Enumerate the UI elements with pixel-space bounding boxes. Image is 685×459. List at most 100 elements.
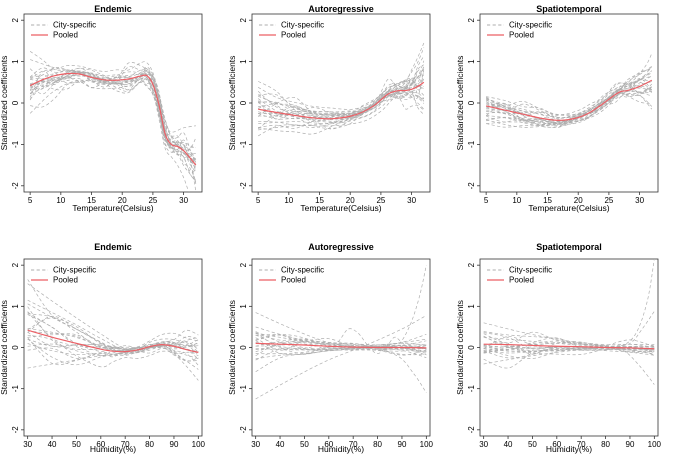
city-specific-line [27, 343, 199, 355]
x-tick-label: 25 [604, 196, 613, 205]
city-specific-line [258, 72, 425, 116]
legend-city-specific-label: City-specific [281, 266, 324, 275]
city-specific-line [27, 328, 199, 350]
city-specific-line [27, 332, 199, 350]
city-specific-line [483, 346, 655, 354]
city-specific-line [486, 86, 653, 124]
x-tick-label: 30 [179, 196, 188, 205]
y-tick-label: -1 [11, 385, 20, 393]
city-specific-line [483, 331, 655, 348]
x-tick-label: 100 [420, 440, 434, 449]
city-specific-line [483, 346, 655, 352]
panel-endemic-temperature: Endemic 5 10 15 20 25 30 -2 -1 0 1 2 Temperature(Cel… [0, 4, 203, 213]
city-specific-line [485, 75, 653, 124]
pooled-line [255, 342, 427, 349]
y-tick-label: 1 [239, 304, 248, 309]
y-axis-label: Standardized coefficients [0, 56, 9, 151]
x-tick-label: 15 [315, 196, 324, 205]
city-specific-line [486, 81, 652, 121]
y-tick-label: 1 [11, 304, 20, 309]
city-specific-line [255, 315, 427, 400]
y-tick-label: 0 [467, 345, 476, 350]
city-specific-line [257, 80, 425, 120]
city-specific-line [486, 69, 652, 128]
city-specific-line [30, 69, 196, 155]
y-tick-label: 1 [467, 304, 476, 309]
city-specific-line [483, 347, 655, 356]
city-specific-line [29, 51, 197, 150]
city-specific-line [255, 331, 427, 352]
panel-spatiotemporal-temperature: Spatiotemporal 5 10 15 20 25 30 -2 -1 0 1 2 Temperat… [456, 4, 659, 213]
city-specific-line [257, 82, 425, 116]
city-specific-line [30, 70, 197, 165]
x-tick-label: 40 [276, 440, 285, 449]
city-specific-line [486, 79, 652, 122]
city-specific-line [255, 341, 427, 354]
legend-pooled-label: Pooled [509, 31, 534, 40]
panel-spatiotemporal-humidity: Spatiotemporal 30 40 50 60 70 80 90 100 -2 -1 0 1 2 Hu… [456, 242, 662, 454]
city-specific-line [27, 337, 199, 366]
city-specific-line [255, 312, 427, 393]
x-tick-label: 30 [479, 440, 488, 449]
y-tick-label: 0 [467, 100, 476, 105]
x-tick-label: 10 [512, 196, 521, 205]
y-tick-label: 2 [11, 17, 20, 22]
city-specific-line [258, 82, 425, 129]
city-specific-line [257, 86, 425, 110]
x-tick-label: 50 [300, 440, 309, 449]
y-axis-label: Standardized coefficients [0, 300, 9, 395]
panel-autoregressive-humidity: Autoregressive 30 40 50 60 70 80 90 100 -2 -1 0 1 2 Hu… [228, 242, 434, 454]
x-tick-label: 100 [648, 440, 662, 449]
city-specific-line [29, 74, 197, 172]
y-tick-label: -1 [467, 140, 476, 148]
x-tick-label: 80 [373, 440, 382, 449]
city-specific-line [29, 71, 197, 164]
panel-title: Spatiotemporal [536, 4, 602, 14]
x-tick-label: 70 [577, 440, 586, 449]
city-specific-line [483, 259, 655, 348]
y-tick-label: -2 [11, 182, 20, 190]
y-tick-label: 2 [467, 17, 476, 22]
city-specific-line [483, 311, 655, 365]
x-axis-label: Temperature(Celsius) [72, 203, 153, 213]
x-tick-label: 60 [552, 440, 561, 449]
city-specific-line [255, 345, 427, 355]
city-specific-line [29, 77, 197, 163]
city-specific-line [258, 71, 425, 129]
city-specific-line [483, 336, 655, 350]
x-tick-label: 20 [346, 196, 355, 205]
pooled-line [258, 81, 425, 120]
city-specific-line [258, 92, 425, 131]
x-axis-label: Temperature(Celsius) [300, 203, 381, 213]
x-tick-label: 30 [23, 440, 32, 449]
legend-pooled-label: Pooled [509, 276, 534, 285]
panel-title: Autoregressive [308, 4, 374, 14]
city-specific-line [30, 75, 197, 192]
y-tick-label: 1 [239, 59, 248, 64]
x-tick-label: 20 [574, 196, 583, 205]
y-tick-label: -2 [467, 426, 476, 434]
x-tick-label: 15 [543, 196, 552, 205]
x-tick-label: 100 [192, 440, 206, 449]
x-tick-label: 50 [528, 440, 537, 449]
x-axis-label: Humidity(%) [318, 444, 364, 454]
x-tick-label: 10 [56, 196, 65, 205]
x-tick-label: 30 [635, 196, 644, 205]
x-axis-label: Humidity(%) [546, 444, 592, 454]
x-tick-label: 25 [148, 196, 157, 205]
city-specific-line [30, 59, 196, 133]
city-specific-line [29, 70, 196, 173]
city-specific-line [29, 74, 197, 183]
y-tick-label: 2 [239, 262, 248, 267]
city-specific-line [483, 336, 655, 352]
x-tick-label: 40 [48, 440, 57, 449]
city-specific-line [258, 42, 425, 125]
city-specific-line [29, 67, 197, 184]
city-specific-line [483, 335, 655, 355]
legend-pooled-label: Pooled [53, 276, 78, 285]
panel-title: Endemic [94, 242, 132, 252]
x-tick-label: 5 [484, 196, 489, 205]
x-tick-label: 15 [87, 196, 96, 205]
city-specific-line [258, 69, 424, 116]
